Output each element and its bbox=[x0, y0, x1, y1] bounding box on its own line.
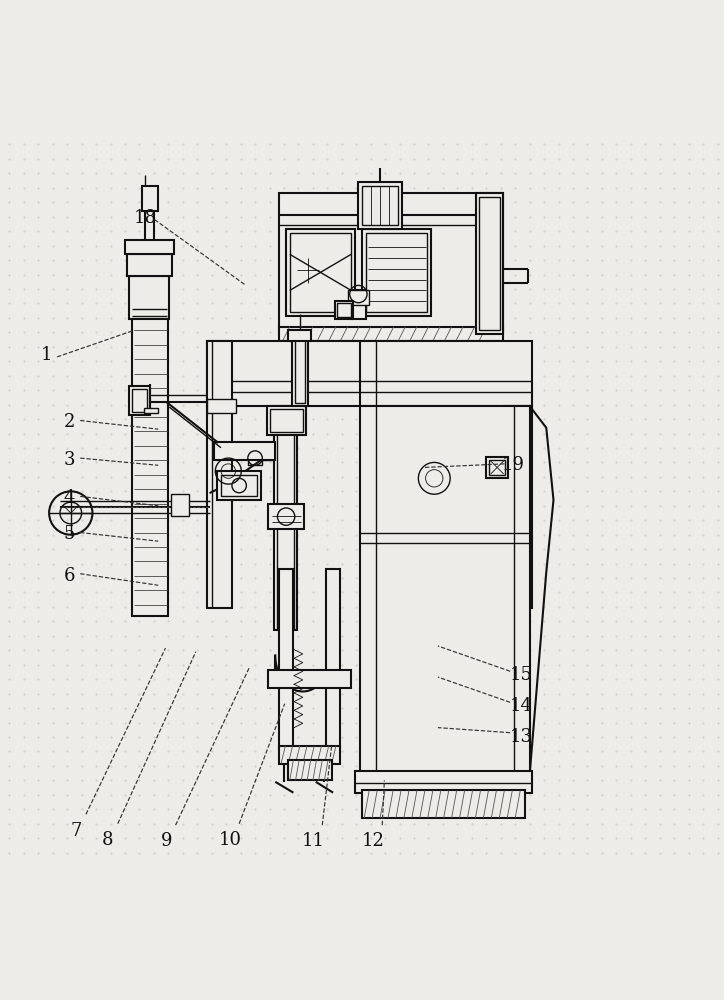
Bar bbox=[127, 254, 172, 276]
Text: 5: 5 bbox=[64, 525, 75, 543]
Bar bbox=[239, 476, 252, 489]
Text: 10: 10 bbox=[219, 831, 242, 849]
Text: 8: 8 bbox=[102, 831, 114, 849]
Bar bbox=[132, 312, 169, 616]
Bar bbox=[362, 229, 431, 316]
Bar bbox=[292, 337, 308, 406]
Bar bbox=[206, 341, 232, 608]
Bar bbox=[217, 471, 261, 500]
Bar bbox=[358, 182, 402, 229]
Bar bbox=[269, 409, 303, 432]
Bar bbox=[287, 760, 332, 780]
Bar bbox=[295, 340, 305, 403]
Bar bbox=[144, 408, 159, 413]
Bar bbox=[132, 389, 147, 412]
Text: 7: 7 bbox=[71, 822, 83, 840]
Bar bbox=[279, 746, 340, 764]
Bar bbox=[221, 475, 257, 496]
Bar bbox=[266, 406, 306, 435]
Bar bbox=[335, 301, 353, 319]
Text: 19: 19 bbox=[502, 456, 525, 474]
Bar bbox=[476, 193, 503, 334]
Bar bbox=[142, 186, 158, 211]
Text: 2: 2 bbox=[64, 413, 75, 431]
Bar bbox=[248, 451, 262, 465]
Bar bbox=[362, 790, 525, 818]
Bar bbox=[130, 276, 169, 319]
Bar bbox=[279, 569, 293, 749]
Text: 11: 11 bbox=[301, 832, 324, 850]
Bar bbox=[214, 442, 275, 460]
Bar bbox=[489, 460, 505, 475]
Text: 18: 18 bbox=[134, 209, 156, 227]
Bar bbox=[487, 457, 508, 478]
Bar bbox=[355, 771, 532, 793]
Bar bbox=[288, 330, 311, 341]
Text: 6: 6 bbox=[64, 567, 75, 585]
Bar bbox=[206, 399, 235, 413]
Text: 4: 4 bbox=[64, 489, 75, 507]
Bar bbox=[366, 233, 427, 312]
Bar bbox=[348, 290, 369, 305]
Bar bbox=[360, 406, 530, 775]
Text: 14: 14 bbox=[510, 697, 532, 715]
Bar bbox=[268, 670, 351, 688]
Bar bbox=[351, 290, 366, 319]
Text: 12: 12 bbox=[362, 832, 385, 850]
Text: 3: 3 bbox=[64, 451, 75, 469]
Bar bbox=[206, 341, 532, 406]
Bar bbox=[290, 233, 351, 312]
Bar bbox=[326, 569, 340, 749]
Bar bbox=[279, 327, 503, 341]
Bar bbox=[479, 197, 500, 330]
Bar bbox=[130, 386, 150, 415]
Bar bbox=[171, 494, 188, 516]
Bar bbox=[125, 240, 174, 254]
Bar bbox=[362, 186, 398, 225]
Bar bbox=[274, 406, 297, 630]
Bar bbox=[286, 229, 355, 316]
Text: 9: 9 bbox=[161, 832, 172, 850]
Text: 15: 15 bbox=[510, 666, 532, 684]
Bar bbox=[268, 504, 304, 529]
Bar bbox=[337, 303, 351, 317]
Bar bbox=[279, 193, 503, 334]
Text: 1: 1 bbox=[41, 346, 52, 364]
Text: 13: 13 bbox=[510, 728, 532, 746]
Bar bbox=[503, 406, 532, 608]
